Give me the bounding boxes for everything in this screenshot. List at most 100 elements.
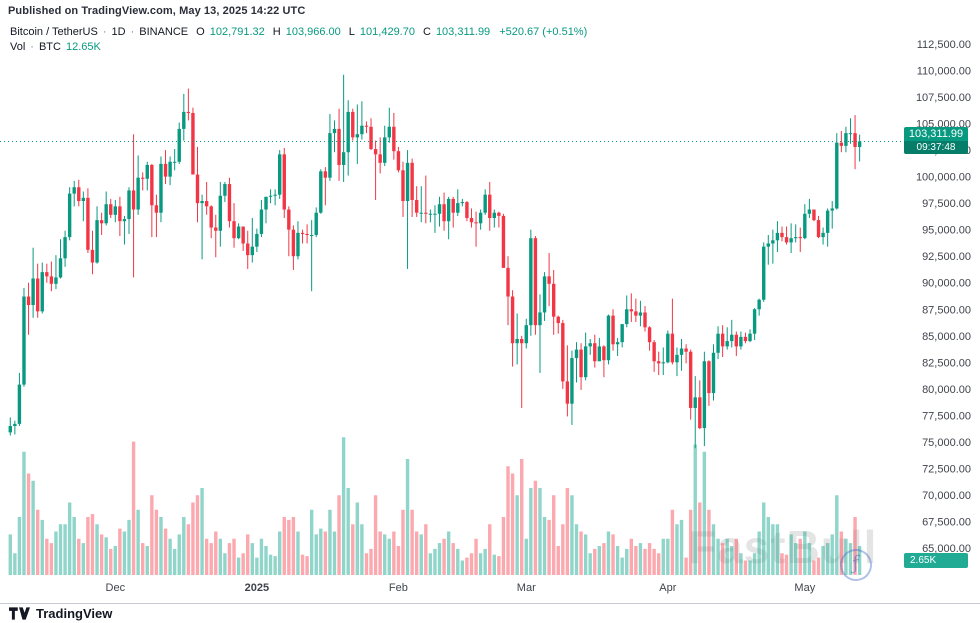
candle-body <box>236 226 241 239</box>
candle-body <box>707 361 711 394</box>
volume-bar <box>615 546 620 575</box>
volume-bar <box>300 554 305 575</box>
candle-body <box>186 111 191 113</box>
candle-body <box>364 125 369 127</box>
candle-body <box>67 193 72 238</box>
candle-body <box>803 213 807 239</box>
tradingview-logo-icon <box>9 607 30 620</box>
volume-bar <box>360 524 364 575</box>
volume-bar <box>611 534 615 575</box>
volume-bar <box>364 553 369 575</box>
volume-bar <box>812 560 816 575</box>
candle-body <box>857 141 862 148</box>
candle-body <box>218 195 223 231</box>
candle-body <box>122 219 127 222</box>
candle-body <box>355 134 360 138</box>
candle-body <box>469 218 474 223</box>
candle-body <box>593 343 597 362</box>
candle-body <box>520 338 524 344</box>
volume-bar <box>127 519 131 575</box>
candle-body <box>606 315 611 361</box>
candle-body <box>419 212 423 214</box>
candle-body <box>405 162 410 202</box>
volume-bar <box>638 543 643 575</box>
candle-body <box>250 246 254 256</box>
candle-body <box>195 174 200 204</box>
volume-bar <box>150 495 154 575</box>
separator-dot: · <box>30 40 34 53</box>
volume-bar <box>725 538 729 575</box>
candle-body <box>515 338 519 344</box>
candle-body <box>81 197 86 202</box>
volume-bar <box>442 538 446 575</box>
candle-body <box>296 232 300 257</box>
volume-bar <box>346 488 350 575</box>
candle-body <box>401 170 405 202</box>
volume-bar <box>752 553 757 575</box>
volume-bar <box>835 495 839 575</box>
volume-bar <box>666 538 670 575</box>
bar-countdown: 09:37:48 <box>904 141 968 155</box>
volume-bar <box>259 538 264 575</box>
volume-bar <box>86 517 90 575</box>
volume-bar <box>67 502 72 575</box>
volume-bar <box>433 548 437 575</box>
volume-bar <box>780 553 784 575</box>
candle-body <box>54 277 58 284</box>
tradingview-brand[interactable]: TradingView <box>36 606 113 621</box>
candle-body <box>565 381 570 404</box>
volume-bar <box>538 488 542 575</box>
candle-body <box>474 222 478 224</box>
volume-bar <box>305 556 309 575</box>
candle-body <box>268 195 273 197</box>
close-label: C <box>422 25 431 38</box>
volume-bar <box>501 517 506 575</box>
volume-bar <box>141 543 145 575</box>
volume-bar <box>661 538 665 575</box>
volume-bar <box>625 548 629 575</box>
volume-currency: BTC <box>38 40 61 53</box>
volume-bar <box>40 519 44 575</box>
volume-bar <box>45 538 49 575</box>
volume-bar <box>597 546 602 575</box>
volume-bar <box>561 524 565 575</box>
volume-bar <box>131 441 136 575</box>
candle-body <box>771 240 775 244</box>
candle-body <box>812 209 816 221</box>
candle-body <box>72 187 76 194</box>
candle-body <box>428 213 433 215</box>
volume-bar <box>720 543 725 575</box>
volume-bar <box>392 531 396 575</box>
volume-bar <box>223 553 227 575</box>
candle-body <box>579 349 583 378</box>
candle-body <box>780 232 784 238</box>
volume-bar <box>35 509 40 575</box>
volume-bar <box>17 517 22 575</box>
candle-body <box>848 133 853 135</box>
volume-row: Vol · BTC 12.65K <box>10 39 587 54</box>
volume-bar <box>857 546 862 575</box>
candle-body <box>766 243 770 247</box>
candle-body <box>602 346 606 361</box>
volume-bar <box>136 509 140 575</box>
volume-bar <box>657 553 661 575</box>
candle-body <box>40 272 44 312</box>
volume-bar <box>241 553 245 575</box>
candle-body <box>652 342 656 362</box>
volume-bar <box>446 531 451 575</box>
candle-body <box>191 112 195 175</box>
volume-bar <box>734 538 739 575</box>
volume-bar <box>13 553 17 575</box>
candle-body <box>424 212 428 214</box>
price-chart[interactable]: 112,500.00110,000.00107,500.00105,000.00… <box>0 0 980 603</box>
volume-bar <box>323 531 328 575</box>
candle-body <box>684 348 688 352</box>
volume-bar <box>807 543 812 575</box>
y-axis-label: 77,500.00 <box>922 410 971 422</box>
volume-bar <box>58 524 63 575</box>
volume-bar <box>264 546 268 575</box>
candle-body <box>200 201 204 204</box>
volume-bar <box>793 543 798 575</box>
volume-bar <box>328 509 332 575</box>
candle-body <box>620 324 624 343</box>
